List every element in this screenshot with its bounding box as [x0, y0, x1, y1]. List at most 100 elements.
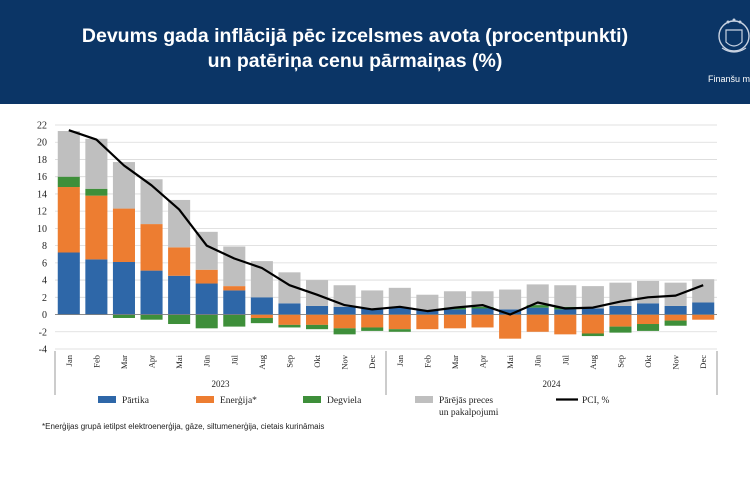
x-tick-label: Apr: [147, 355, 157, 368]
legend-label: Enerģija*: [220, 395, 257, 406]
x-tick-label: Jūl: [560, 354, 570, 365]
bar-segment: [416, 314, 439, 330]
legend-label: Pārtika: [122, 396, 150, 406]
year-label: 2024: [543, 379, 562, 389]
legend-swatch: [303, 396, 321, 403]
bar-segment: [306, 305, 329, 315]
x-tick-label: Jan: [64, 354, 74, 366]
x-tick-label: Jan: [395, 354, 405, 366]
bar-segment: [664, 320, 687, 326]
bar-segment: [471, 308, 494, 315]
bar-segment: [609, 314, 632, 327]
bar-segment: [554, 285, 577, 307]
x-tick-label: Jūn: [202, 354, 212, 367]
bar-segment: [333, 285, 356, 307]
bar-segment: [361, 308, 384, 315]
bar-segment: [112, 261, 135, 315]
bar-segment: [361, 290, 384, 309]
y-tick-label: -2: [39, 327, 47, 338]
bar-segment: [140, 314, 163, 320]
y-tick-label: 12: [37, 207, 47, 218]
y-tick-label: 16: [37, 172, 47, 183]
bar-segment: [85, 138, 108, 189]
bar-segment: [554, 314, 577, 335]
y-tick-label: 4: [42, 276, 47, 287]
bar-segment: [664, 314, 687, 321]
pci-line: [68, 129, 704, 316]
bar-segment: [195, 314, 218, 329]
bar-segment: [306, 280, 329, 306]
legend-label: Degviela: [327, 396, 362, 406]
x-tick-label: Feb: [422, 355, 432, 368]
y-tick-label: 8: [42, 241, 47, 252]
bar-segment: [140, 224, 163, 271]
bar-segment: [57, 252, 80, 315]
bar-segment: [664, 282, 687, 306]
bar-segment: [443, 291, 466, 308]
bar-segment: [581, 333, 604, 337]
bar-segment: [637, 324, 660, 331]
bar-segment: [499, 309, 522, 315]
bar-segment: [333, 306, 356, 315]
bar-segment: [250, 297, 273, 315]
inflation-chart: -4 -2 0 2 4 6 8 10 12 14 16 18 20 22 Jan Feb Mar Apr Mai Jū…: [37, 121, 718, 418]
x-tick-label: Sep: [615, 355, 625, 368]
bar-segment: [278, 272, 301, 304]
bar-segment: [471, 314, 494, 328]
bar-segment: [278, 314, 301, 325]
bar-segment: [554, 309, 577, 315]
bar-segment: [637, 280, 660, 304]
bar-segment: [388, 287, 411, 308]
x-tick-label: Okt: [643, 354, 653, 367]
bar-segment: [250, 261, 273, 298]
bar-segment: [526, 307, 549, 315]
bar-segment: [223, 290, 246, 315]
y-tick-label: 22: [37, 121, 47, 132]
x-tick-label: Dec: [698, 355, 708, 369]
bar-segment: [664, 305, 687, 315]
bar-segment: [581, 314, 604, 334]
legend-label: un pakalpojumi: [439, 408, 499, 418]
bar-segment: [195, 283, 218, 315]
bar-segment: [416, 294, 439, 311]
bar-segment: [526, 305, 549, 308]
bar-segment: [223, 314, 246, 327]
bar-segment: [388, 329, 411, 332]
y-tick-label: -4: [39, 345, 47, 356]
bar-segment: [333, 328, 356, 335]
bar-segment: [250, 317, 273, 324]
x-tick-label: Nov: [340, 354, 350, 369]
x-tick-label: Mar: [119, 355, 129, 369]
chart-title-line2: un patēriņa cenu pārmaiņas (%): [207, 50, 503, 72]
bar-segment: [223, 286, 246, 291]
bar-segment: [168, 314, 191, 325]
bar-segment: [85, 259, 108, 315]
y-tick-label: 20: [37, 138, 47, 149]
bar-segment: [278, 303, 301, 315]
x-tick-label: Aug: [257, 354, 267, 369]
legend-swatch: [98, 396, 116, 403]
x-tick-label: Apr: [478, 355, 488, 368]
chart-footnote: *Enerģijas grupā ietilpst elektroenerģij…: [42, 422, 325, 431]
legend-label: PCI, %: [582, 396, 610, 406]
bar-segment: [692, 302, 715, 315]
bar-segment: [581, 286, 604, 309]
bar-segment: [416, 310, 439, 315]
x-tick-label: Sep: [284, 355, 294, 368]
bar-segment: [499, 289, 522, 310]
bar-segment: [361, 327, 384, 331]
x-tick-label: Mar: [450, 355, 460, 369]
bar-segment: [471, 291, 494, 307]
legend-swatch: [196, 396, 214, 403]
bar-segment: [609, 305, 632, 315]
bar-segment: [499, 314, 522, 339]
bar-segment: [57, 176, 80, 188]
bar-segment: [140, 270, 163, 315]
bar-segment: [333, 314, 356, 329]
bar-segment: [223, 246, 246, 287]
bar-segment: [526, 314, 549, 332]
year-label: 2023: [212, 379, 231, 389]
bar-segment: [195, 231, 218, 270]
y-tick-label: 0: [42, 310, 47, 321]
bar-segment: [471, 306, 494, 309]
